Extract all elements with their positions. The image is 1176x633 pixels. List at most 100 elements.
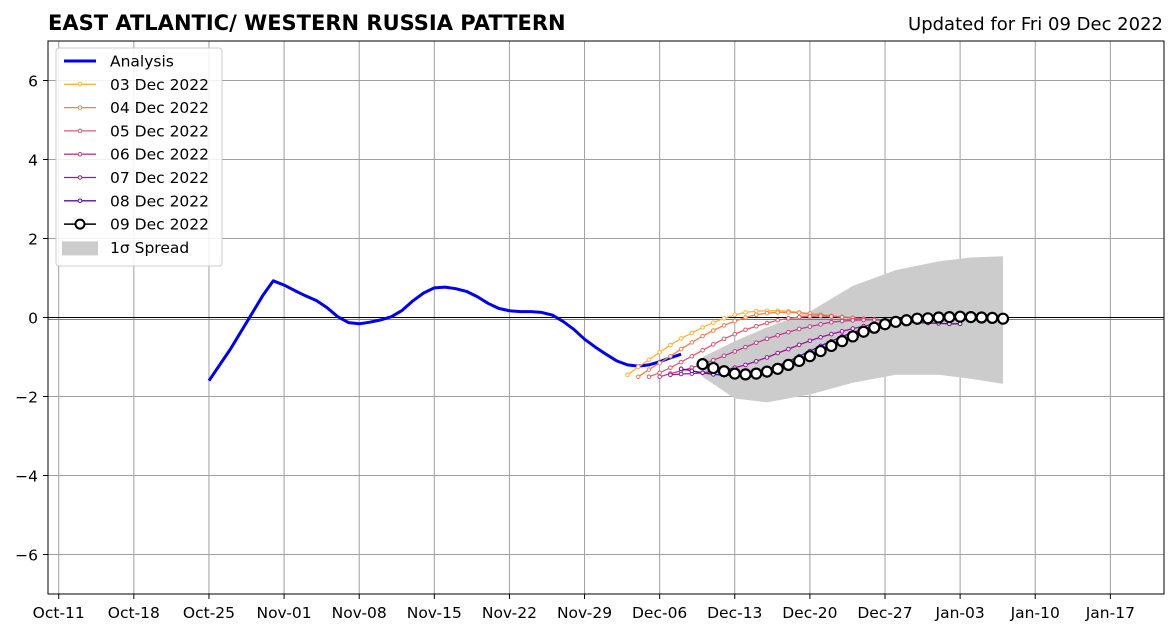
data-point — [689, 353, 695, 359]
data-point — [721, 323, 727, 328]
legend-marker — [77, 105, 83, 110]
data-point — [786, 346, 791, 352]
data-point — [711, 320, 716, 325]
data-point — [807, 324, 813, 329]
data-point — [668, 365, 673, 370]
data-point — [743, 310, 748, 315]
x-tick-label: Nov-29 — [557, 604, 612, 622]
x-tick-label: Nov-15 — [407, 604, 462, 622]
data-point — [943, 311, 956, 324]
data-point — [717, 365, 731, 378]
data-point — [850, 317, 856, 323]
chart-title: EAST ATLANTIC/ WESTERN RUSSIA PATTERN — [48, 11, 566, 35]
data-point — [829, 319, 834, 325]
series-line — [670, 321, 896, 376]
data-point — [743, 344, 748, 350]
data-point — [786, 329, 791, 335]
data-point — [753, 340, 759, 346]
data-point — [803, 350, 816, 363]
data-point — [668, 372, 673, 378]
x-tick-label: Jan-17 — [1085, 604, 1135, 622]
data-point — [839, 314, 845, 320]
data-point — [846, 330, 859, 343]
legend-entry: 06 Dec 2022 — [64, 146, 209, 164]
legend-entry: 05 Dec 2022 — [64, 122, 209, 140]
legend-label: 04 Dec 2022 — [110, 99, 209, 117]
data-point — [932, 311, 945, 324]
y-tick-label: 4 — [28, 152, 38, 170]
data-point — [775, 310, 780, 315]
data-point — [750, 367, 763, 380]
y-tick-label: −4 — [15, 468, 38, 486]
x-tick-label: Jan-03 — [935, 604, 985, 622]
data-point — [657, 349, 662, 355]
data-point — [689, 368, 695, 374]
data-point — [732, 331, 738, 337]
x-tick-label: Oct-18 — [108, 604, 160, 622]
data-point — [818, 313, 823, 319]
legend-marker — [77, 128, 83, 134]
data-point — [796, 314, 802, 320]
legend: Analysis 03 Dec 2022 04 Dec 2022 05 Dec 202… — [55, 47, 223, 267]
data-point — [889, 315, 902, 328]
data-point — [911, 312, 924, 325]
x-tick-label: Dec-20 — [782, 604, 837, 622]
x-tick-label: Nov-22 — [482, 604, 537, 622]
data-point — [739, 368, 752, 381]
data-point — [835, 335, 849, 348]
data-point — [743, 315, 748, 320]
data-point — [678, 336, 684, 341]
x-tick-label: Nov-01 — [256, 604, 311, 622]
data-point — [839, 329, 845, 334]
data-point — [775, 317, 780, 323]
data-point — [775, 332, 780, 338]
data-point — [764, 355, 770, 360]
legend-entry: 03 Dec 2022 — [64, 76, 209, 94]
data-point — [743, 362, 748, 368]
data-point — [818, 321, 823, 327]
legend-label: 07 Dec 2022 — [110, 169, 209, 187]
data-point — [954, 310, 967, 323]
data-point — [764, 310, 770, 316]
data-point — [700, 347, 705, 353]
data-point — [878, 318, 892, 331]
y-tick-label: 6 — [28, 73, 38, 91]
data-point — [711, 342, 716, 347]
legend-entry: Analysis — [64, 53, 174, 71]
y-tick-label: −6 — [15, 547, 38, 565]
data-point — [782, 358, 795, 371]
data-point — [760, 365, 774, 378]
legend-label: 06 Dec 2022 — [110, 146, 209, 164]
data-point — [743, 327, 748, 333]
data-point — [668, 353, 673, 359]
data-point — [871, 317, 877, 323]
legend-label: 1σ Spread — [110, 239, 189, 257]
plot-content — [48, 41, 1164, 594]
data-point — [689, 330, 695, 336]
data-point — [900, 314, 913, 327]
data-point — [732, 318, 738, 324]
data-point — [678, 366, 684, 372]
data-point — [753, 312, 759, 318]
legend-entry: 1σ Spread — [62, 239, 189, 257]
data-point — [711, 357, 716, 363]
data-point — [814, 344, 827, 358]
legend-entry: 08 Dec 2022 — [64, 192, 209, 210]
legend-label: 03 Dec 2022 — [110, 76, 209, 94]
legend-label: Analysis — [110, 53, 174, 71]
data-point — [646, 357, 652, 363]
data-point — [921, 312, 935, 325]
data-point — [728, 367, 741, 380]
data-point — [700, 370, 705, 376]
data-point — [986, 311, 999, 324]
x-tick-label: Dec-27 — [857, 604, 912, 622]
data-point — [764, 336, 770, 342]
data-point — [964, 311, 977, 324]
data-point — [753, 359, 759, 364]
data-point — [996, 312, 1010, 325]
data-point — [771, 362, 784, 375]
data-point — [775, 350, 780, 356]
x-tick-label: Nov-08 — [332, 604, 387, 622]
x-tick-label: Oct-11 — [33, 604, 85, 622]
